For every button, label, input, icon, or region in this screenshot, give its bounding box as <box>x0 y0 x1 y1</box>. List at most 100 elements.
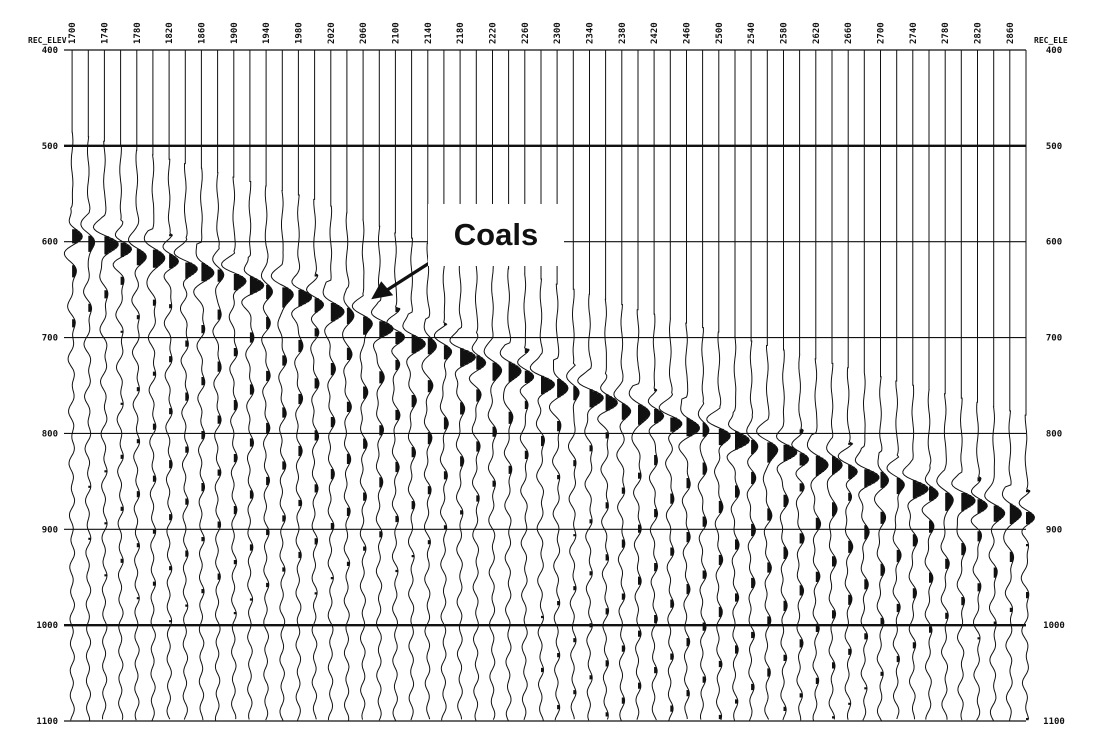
x-tick-label-2380: 2380 <box>618 22 628 44</box>
x-tick-label-2420: 2420 <box>650 22 660 44</box>
trace-fill-2260 <box>524 348 534 459</box>
trace-fill-2520 <box>735 431 750 704</box>
trace-fill-2300 <box>557 379 568 710</box>
trace-fill-1700 <box>72 229 83 328</box>
trace-fill-2500 <box>718 428 731 720</box>
x-tick-label-2740: 2740 <box>909 22 919 44</box>
seismic-trace-2320 <box>566 50 580 720</box>
trace-fill-2560 <box>767 442 778 677</box>
seismic-trace-1920 <box>241 50 265 720</box>
trace-fill-2820 <box>977 477 988 640</box>
seismic-trace-1740 <box>92 50 119 720</box>
seismic-trace-2540 <box>746 50 759 722</box>
x-tick-label-2300: 2300 <box>553 22 563 44</box>
x-tick-label-2620: 2620 <box>812 22 822 44</box>
seismic-trace-2700 <box>873 50 890 722</box>
seismic-trace-2220 <box>483 50 503 720</box>
x-tick-label-2260: 2260 <box>521 22 531 44</box>
seismic-trace-2860 <box>1001 50 1022 721</box>
trace-fill-2120 <box>411 335 426 558</box>
trace-gather <box>63 50 1036 722</box>
trace-fill-2540 <box>751 439 758 691</box>
seismic-trace-2780 <box>936 50 954 720</box>
seismic-trace-1880 <box>212 50 225 721</box>
seismic-trace-2880 <box>1018 50 1036 720</box>
seismic-trace-2160 <box>433 50 453 721</box>
seismic-trace-1940 <box>260 50 274 721</box>
x-tick-label-2060: 2060 <box>359 22 369 44</box>
trace-fill-2320 <box>573 386 580 695</box>
seismic-trace-2140 <box>421 50 437 720</box>
trace-fill-2100 <box>395 307 405 573</box>
seismic-trace-2180 <box>449 50 477 720</box>
trace-fill-2020 <box>330 303 345 580</box>
trace-fill-2840 <box>993 505 1005 626</box>
y-axis-label-right: REC_ELE <box>1034 36 1068 45</box>
y-tick-label-left-900: 900 <box>42 525 58 535</box>
x-axis-label: REC_ELEV <box>28 36 67 45</box>
seismic-trace-2620 <box>806 50 829 722</box>
x-tick-label-1980: 1980 <box>294 22 304 44</box>
y-tick-label-right-600: 600 <box>1046 238 1062 248</box>
x-tick-label-1940: 1940 <box>262 22 272 44</box>
seismic-trace-2680 <box>854 50 880 721</box>
y-tick-label-right-1100: 1100 <box>1043 717 1065 727</box>
x-tick-label-1780: 1780 <box>133 22 143 44</box>
trace-fill-2280 <box>541 375 555 673</box>
seismic-trace-2560 <box>756 50 779 720</box>
seismic-trace-2040 <box>342 50 355 721</box>
seismic-trace-1900 <box>221 50 247 720</box>
seismic-trace-2840 <box>984 50 1006 721</box>
y-tick-label-right-800: 800 <box>1046 429 1062 439</box>
trace-fill-2360 <box>605 394 618 717</box>
trace-fill-2160 <box>443 323 452 530</box>
y-tick-label-left-800: 800 <box>42 429 58 439</box>
trace-fill-2760 <box>929 486 939 633</box>
trace-fill-2800 <box>961 493 976 606</box>
axes: REC_ELEV REC_ELE <box>28 36 1068 722</box>
x-tick-label-2700: 2700 <box>876 22 886 44</box>
annotation-arrow-shaft <box>384 257 437 293</box>
seismic-trace-2380 <box>613 50 632 721</box>
seismic-trace-2600 <box>791 50 809 721</box>
trace-fill-1720 <box>88 235 95 540</box>
seismic-trace-2020 <box>322 50 345 721</box>
trace-fill-1860 <box>201 263 214 594</box>
seismic-trace-2060 <box>351 50 373 720</box>
seismic-trace-1780 <box>127 50 147 721</box>
grid <box>64 49 1026 722</box>
trace-fill-1740 <box>104 236 119 577</box>
trace-fill-2640 <box>832 456 843 719</box>
x-tick-label-2020: 2020 <box>327 22 337 44</box>
seismic-trace-2340 <box>577 50 604 721</box>
x-tick-label-2340: 2340 <box>585 22 595 44</box>
x-tick-label-1700: 1700 <box>68 22 78 44</box>
trace-fill-1920 <box>249 276 264 601</box>
trace-fill-2380 <box>621 403 631 704</box>
seismic-trace-2740 <box>902 50 929 720</box>
trace-fill-1980 <box>298 289 312 559</box>
y-tick-label-left-600: 600 <box>42 238 58 248</box>
trace-fill-2440 <box>670 417 682 712</box>
y-tick-label-right-1000: 1000 <box>1043 621 1065 631</box>
trace-fill-2880 <box>1026 490 1035 721</box>
seismic-trace-1720 <box>80 50 96 721</box>
y-tick-label-right-500: 500 <box>1046 142 1062 152</box>
trace-fill-1760 <box>120 242 132 563</box>
seismic-trace-2440 <box>658 50 683 721</box>
seismic-trace-1820 <box>162 50 180 720</box>
trace-fill-2220 <box>492 362 502 487</box>
seismic-trace-1800 <box>143 50 166 721</box>
seismic-trace-2280 <box>529 50 556 722</box>
trace-fill-1940 <box>266 284 273 588</box>
trace-fill-2400 <box>638 404 650 689</box>
seismic-trace-2100 <box>386 50 406 722</box>
seismic-trace-1760 <box>112 50 133 720</box>
seismic-trace-1700 <box>63 50 83 721</box>
trace-fill-2140 <box>427 338 437 545</box>
x-tick-label-2580: 2580 <box>779 22 789 44</box>
y-tick-label-left-1100: 1100 <box>36 717 58 727</box>
y-tick-label-right-700: 700 <box>1046 334 1062 344</box>
trace-fill-1780 <box>136 249 147 600</box>
trace-fill-2600 <box>799 429 809 698</box>
